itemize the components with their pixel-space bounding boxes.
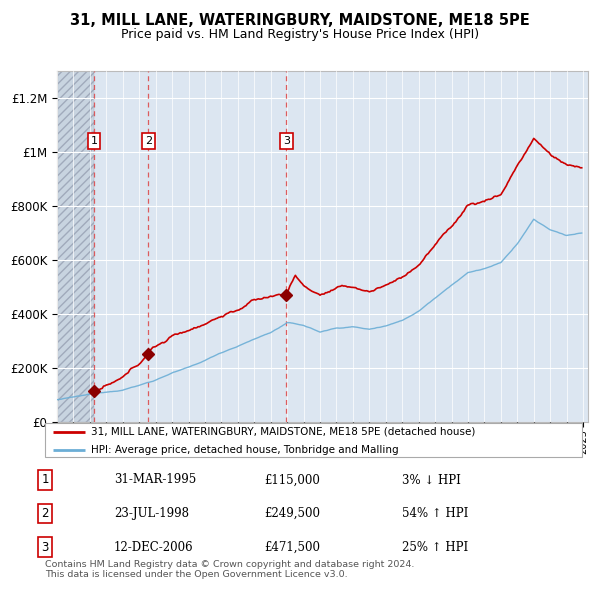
- Text: 3: 3: [41, 540, 49, 554]
- Text: Contains HM Land Registry data © Crown copyright and database right 2024.
This d: Contains HM Land Registry data © Crown c…: [45, 560, 415, 579]
- Text: £471,500: £471,500: [264, 540, 320, 554]
- Text: HPI: Average price, detached house, Tonbridge and Malling: HPI: Average price, detached house, Tonb…: [91, 445, 398, 455]
- Text: 2: 2: [41, 507, 49, 520]
- Text: Price paid vs. HM Land Registry's House Price Index (HPI): Price paid vs. HM Land Registry's House …: [121, 28, 479, 41]
- Text: 31, MILL LANE, WATERINGBURY, MAIDSTONE, ME18 5PE (detached house): 31, MILL LANE, WATERINGBURY, MAIDSTONE, …: [91, 427, 475, 437]
- Text: 3% ↓ HPI: 3% ↓ HPI: [402, 473, 461, 487]
- Text: 31-MAR-1995: 31-MAR-1995: [114, 473, 196, 487]
- Text: £115,000: £115,000: [264, 473, 320, 487]
- Text: 31, MILL LANE, WATERINGBURY, MAIDSTONE, ME18 5PE: 31, MILL LANE, WATERINGBURY, MAIDSTONE, …: [70, 13, 530, 28]
- Text: 1: 1: [41, 473, 49, 487]
- FancyBboxPatch shape: [45, 423, 582, 457]
- Text: 23-JUL-1998: 23-JUL-1998: [114, 507, 189, 520]
- Text: 54% ↑ HPI: 54% ↑ HPI: [402, 507, 469, 520]
- Text: 12-DEC-2006: 12-DEC-2006: [114, 540, 194, 554]
- Text: 1: 1: [91, 136, 97, 146]
- Text: 25% ↑ HPI: 25% ↑ HPI: [402, 540, 468, 554]
- Bar: [57, 71, 94, 422]
- Text: £249,500: £249,500: [264, 507, 320, 520]
- Bar: [57, 71, 94, 422]
- Text: 2: 2: [145, 136, 152, 146]
- Text: 3: 3: [283, 136, 290, 146]
